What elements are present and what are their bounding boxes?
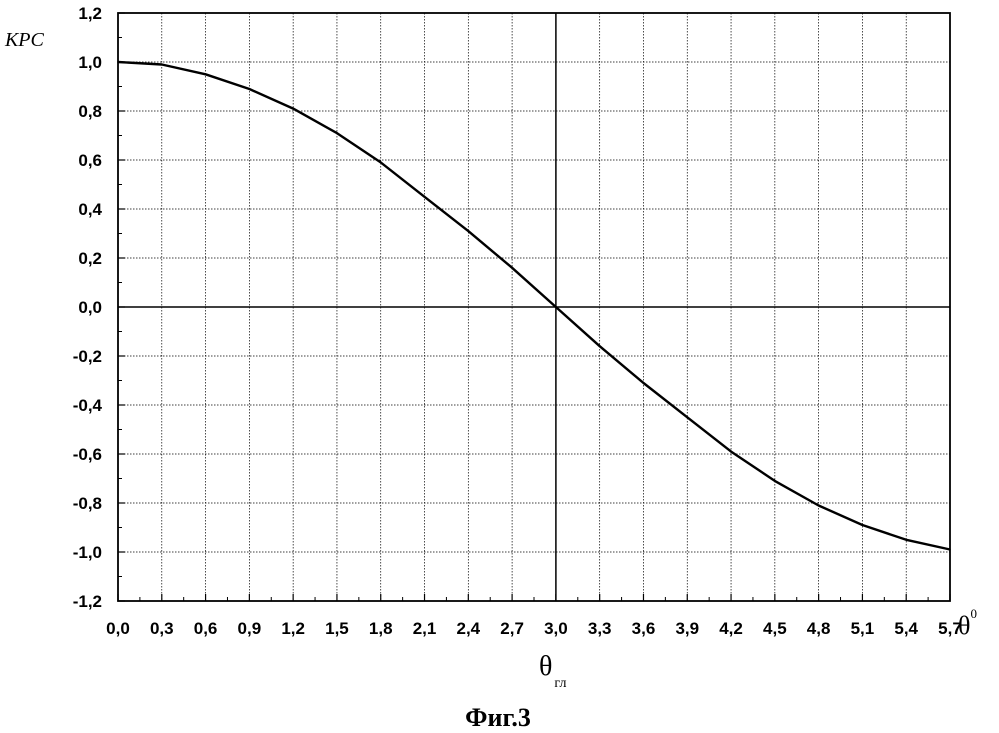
data-point xyxy=(818,505,820,507)
x-tick-label: 2,7 xyxy=(500,619,524,638)
data-point xyxy=(949,549,951,551)
x-tick-label: 0,6 xyxy=(194,619,218,638)
data-point xyxy=(905,539,907,541)
data-point xyxy=(161,64,163,66)
figure-caption: Фиг.3 xyxy=(465,703,531,732)
data-point xyxy=(424,196,426,198)
data-point xyxy=(117,61,119,63)
data-point xyxy=(643,382,645,384)
y-tick-label: 1,2 xyxy=(78,4,102,23)
x-tick-label: 3,9 xyxy=(675,619,699,638)
data-point xyxy=(686,416,688,418)
data-point xyxy=(511,267,513,269)
x-tick-label: 3,3 xyxy=(588,619,612,638)
y-tick-label: -0,6 xyxy=(73,445,102,464)
data-point xyxy=(336,132,338,134)
x-tick-label: 2,1 xyxy=(413,619,437,638)
x-tick-label: 4,2 xyxy=(719,619,743,638)
x-tick-label: 0,0 xyxy=(106,619,130,638)
x-tick-label: 2,4 xyxy=(456,619,480,638)
x-axis-label-subscript: гл xyxy=(554,676,566,691)
data-point xyxy=(730,451,732,453)
y-tick-label: -0,2 xyxy=(73,347,102,366)
data-point xyxy=(555,306,557,308)
y-tick-label: 0,6 xyxy=(78,151,102,170)
series-line xyxy=(118,62,950,550)
data-point xyxy=(292,108,294,110)
x-tick-label: 1,8 xyxy=(369,619,393,638)
y-tick-label: -1,2 xyxy=(73,592,102,611)
y-tick-label: -0,8 xyxy=(73,494,102,513)
x-tick-label: 0,9 xyxy=(238,619,262,638)
y-tick-label: -1,0 xyxy=(73,543,102,562)
x-tick-label: 5,4 xyxy=(894,619,918,638)
y-tick-label: 0,8 xyxy=(78,102,102,121)
x-axis-unit-symbol: θ xyxy=(958,611,970,640)
x-axis-unit: θ0 xyxy=(958,606,977,640)
x-tick-label: 0,3 xyxy=(150,619,174,638)
x-axis-unit-superscript: 0 xyxy=(970,606,977,621)
x-axis-label: θгл xyxy=(539,651,566,691)
y-tick-label: 0,2 xyxy=(78,249,102,268)
x-tick-label: 4,8 xyxy=(807,619,831,638)
x-tick-label: 5,1 xyxy=(851,619,875,638)
y-tick-labels: 1,2 1,0 0,8 0,6 0,4 0,2 0,0 -0,2 -0,4 -0,6 -0,8 -1,… xyxy=(73,4,103,611)
data-point xyxy=(249,88,251,90)
data-point xyxy=(468,230,470,232)
x-tick-label: 1,2 xyxy=(281,619,305,638)
y-tick-label: 1,0 xyxy=(78,53,102,72)
data-point xyxy=(599,345,601,347)
x-tick-label: 3,6 xyxy=(632,619,656,638)
y-tick-label: 0,4 xyxy=(78,200,102,219)
y-tick-label: -0,4 xyxy=(73,396,103,415)
y-tick-label: 0,0 xyxy=(78,298,102,317)
y-axis-label: КРС xyxy=(4,29,44,51)
x-tick-labels: 0,0 0,3 0,6 0,9 1,2 1,5 1,8 2,1 2,4 2,7 3,0 3,3 3,6 3… xyxy=(106,619,962,638)
x-tick-label: 3,0 xyxy=(544,619,568,638)
x-axis-label-symbol: θ xyxy=(539,651,552,682)
x-tick-label: 4,5 xyxy=(763,619,787,638)
series-group xyxy=(117,61,951,550)
data-point xyxy=(205,73,207,75)
data-point xyxy=(774,480,776,482)
data-point xyxy=(380,162,382,164)
x-tick-label: 1,5 xyxy=(325,619,349,638)
data-point xyxy=(862,524,864,526)
